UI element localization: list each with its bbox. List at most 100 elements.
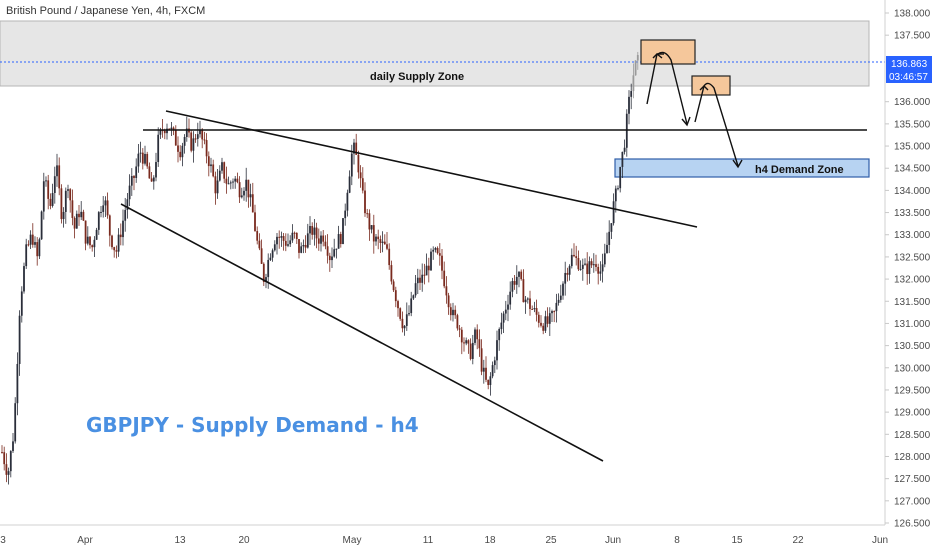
candle-body xyxy=(71,200,74,218)
candle-body xyxy=(16,363,19,404)
candle-body xyxy=(489,376,492,385)
last-price-tag xyxy=(886,56,932,70)
candle-body xyxy=(265,277,267,283)
candle-body xyxy=(368,213,371,230)
candle-body xyxy=(199,129,201,135)
candle-body xyxy=(196,134,199,139)
candle-body xyxy=(546,316,549,324)
candle-body xyxy=(311,226,314,235)
y-tick-label: 135.000 xyxy=(894,142,931,153)
candle-body xyxy=(100,211,102,213)
candle-body xyxy=(56,165,58,177)
y-tick-label: 133.000 xyxy=(894,230,931,241)
candle-body xyxy=(320,235,322,244)
x-tick-label: 13 xyxy=(174,535,186,546)
x-tick-label: May xyxy=(343,535,362,546)
candle-body xyxy=(284,240,287,246)
y-tick-label: 135.500 xyxy=(894,119,931,130)
candle-body xyxy=(249,194,252,198)
candle-body xyxy=(159,130,162,135)
candle-body xyxy=(62,211,65,220)
candle-body xyxy=(570,254,573,267)
candle-body xyxy=(577,258,580,270)
candle-body xyxy=(86,236,89,244)
candle-body xyxy=(223,162,226,179)
candle-body xyxy=(454,309,457,316)
candle-body xyxy=(610,223,613,232)
candle-body xyxy=(34,242,36,245)
candle-body xyxy=(366,213,369,215)
candle-body xyxy=(526,298,529,300)
y-tick-label: 137.500 xyxy=(894,31,931,42)
candle-body xyxy=(64,190,67,212)
candle-body xyxy=(445,286,448,296)
candle-body xyxy=(612,201,615,224)
candle-body xyxy=(553,311,556,313)
candle-body xyxy=(276,236,278,245)
candle-body xyxy=(115,250,118,252)
target-box-upper xyxy=(640,39,696,65)
candle-body xyxy=(273,244,276,251)
candle-body xyxy=(447,295,450,308)
candle-body xyxy=(335,248,338,250)
candle-body xyxy=(262,263,265,283)
candle-body xyxy=(617,188,619,190)
candle-body xyxy=(566,272,569,275)
candle-body xyxy=(245,179,248,191)
candle-body xyxy=(427,265,430,271)
candle-body xyxy=(207,156,210,167)
x-tick-label: 22 xyxy=(792,535,804,546)
h4-demand-zone-label: h4 Demand Zone xyxy=(755,164,844,176)
candle-body xyxy=(122,220,124,238)
upper-trendline xyxy=(165,110,698,228)
x-tick-label: 18 xyxy=(484,535,496,546)
y-tick-label: 133.500 xyxy=(894,208,931,219)
candle-body xyxy=(476,329,479,340)
candle-body xyxy=(564,272,567,284)
candle-body xyxy=(377,236,380,240)
x-tick-label: 8 xyxy=(674,535,680,546)
candle-body xyxy=(36,242,39,257)
candle-body xyxy=(436,248,439,254)
candle-body xyxy=(482,367,485,372)
candle-body xyxy=(524,299,527,303)
candle-body xyxy=(183,137,186,146)
candle-body xyxy=(350,153,353,177)
candle-body xyxy=(456,315,459,329)
candle-body xyxy=(247,179,250,198)
candle-body xyxy=(515,276,518,285)
candle-body xyxy=(361,178,364,191)
candle-body xyxy=(221,162,223,171)
candle-body xyxy=(507,304,509,310)
candle-body xyxy=(104,200,107,206)
candle-body xyxy=(410,298,413,314)
candle-body xyxy=(502,313,505,323)
candle-body xyxy=(425,265,428,276)
candle-body xyxy=(522,279,525,303)
candle-body xyxy=(170,127,173,130)
candle-body xyxy=(419,277,421,283)
candle-body xyxy=(254,212,256,232)
candle-body xyxy=(379,239,382,243)
candle-body xyxy=(573,254,575,257)
candle-body xyxy=(465,340,468,344)
candle-body xyxy=(306,233,309,248)
candle-body xyxy=(386,244,388,249)
candle-body xyxy=(480,348,483,372)
x-tick-label: Apr xyxy=(77,535,93,546)
analysis-title: GBPJPY - Supply Demand - h4 xyxy=(86,413,419,437)
candle-body xyxy=(289,240,292,245)
candle-body xyxy=(78,213,80,218)
candle-body xyxy=(493,360,496,366)
candle-body xyxy=(581,264,584,269)
candle-body xyxy=(601,264,604,272)
candle-body xyxy=(403,325,406,329)
y-tick-label: 127.000 xyxy=(894,496,931,507)
candle-body xyxy=(7,471,10,475)
candle-body xyxy=(166,128,168,134)
candle-body xyxy=(216,180,219,194)
x-tick-label: 11 xyxy=(423,535,434,546)
candle-body xyxy=(614,188,617,202)
candle-body xyxy=(357,154,360,173)
candle-body xyxy=(608,231,611,245)
